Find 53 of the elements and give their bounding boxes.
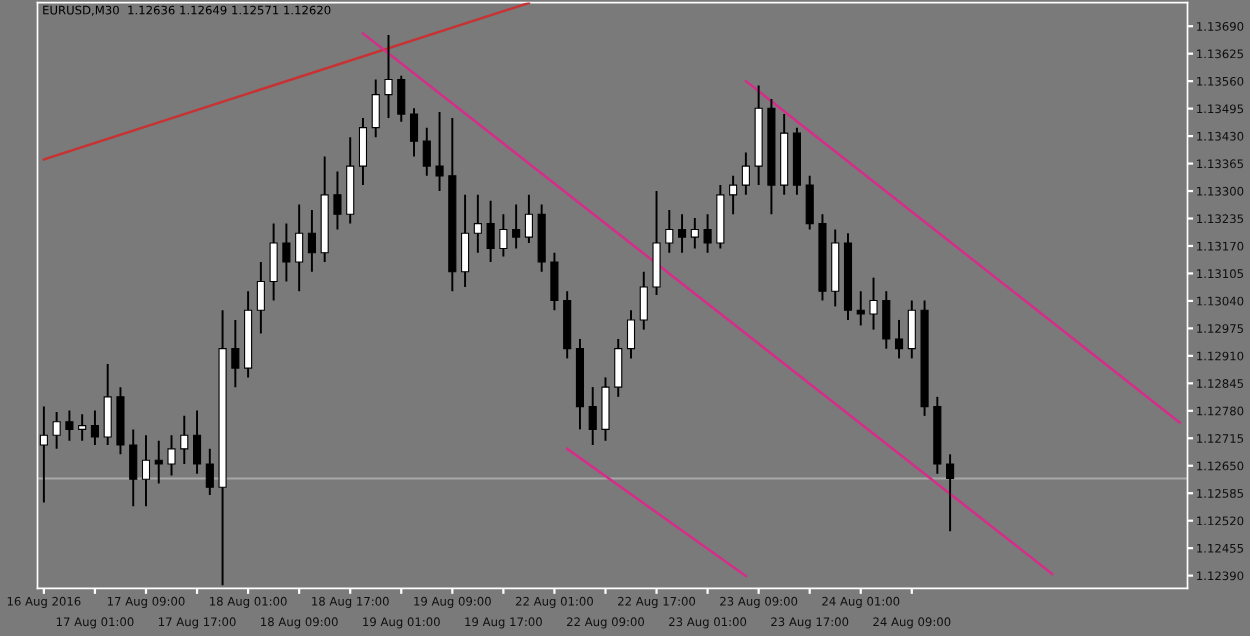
candlestick: [461, 193, 470, 288]
candlestick: [626, 309, 636, 360]
candlestick: [65, 409, 74, 442]
candlestick: [282, 222, 291, 283]
candlestick: [601, 376, 610, 442]
candlestick: [690, 217, 699, 250]
candlestick: [78, 413, 87, 442]
candlestick: [907, 299, 916, 360]
candlestick: [205, 447, 214, 496]
candlestick: [52, 411, 61, 450]
candlestick: [652, 190, 661, 296]
candlestick: [805, 174, 814, 231]
candlestick: [435, 111, 444, 192]
candlestick: [473, 193, 482, 254]
candlestick: [103, 362, 112, 446]
candlestick: [869, 276, 878, 331]
candlestick: [129, 428, 138, 508]
candlestick: [90, 409, 100, 446]
candlestick: [741, 151, 750, 196]
candlestick: [154, 439, 163, 485]
candlestick: [614, 337, 623, 398]
candlestick: [167, 434, 176, 477]
candlestick: [550, 251, 559, 312]
candlestick: [256, 261, 265, 335]
candlestick: [856, 290, 865, 327]
candlestick: [358, 116, 368, 187]
candlestick: [537, 203, 546, 273]
candlestick: [946, 453, 955, 533]
candlestick: [192, 409, 202, 475]
candlestick: [295, 203, 304, 293]
candlestick: [486, 199, 495, 263]
candlestick: [665, 209, 674, 254]
candlestick: [409, 107, 419, 158]
candlestick: [524, 193, 533, 244]
candlestick: [180, 414, 189, 466]
candlestick: [307, 209, 316, 273]
candlestick: [639, 270, 648, 331]
candlestick: [141, 434, 151, 508]
candlestick: [882, 290, 891, 350]
candlestick: [703, 213, 712, 254]
candlestick: [397, 74, 406, 123]
candlestick: [269, 222, 278, 302]
candlestick: [371, 78, 380, 139]
candlestick: [894, 318, 904, 360]
candlestick: [729, 174, 738, 216]
candlestick: [333, 170, 342, 231]
candlestick: [677, 213, 687, 254]
candlestick: [499, 213, 508, 258]
candlestick: [588, 386, 597, 446]
candlestick: [231, 318, 240, 389]
candlestick: [512, 203, 521, 250]
candlestick: [384, 34, 393, 119]
candlestick: [422, 126, 431, 177]
